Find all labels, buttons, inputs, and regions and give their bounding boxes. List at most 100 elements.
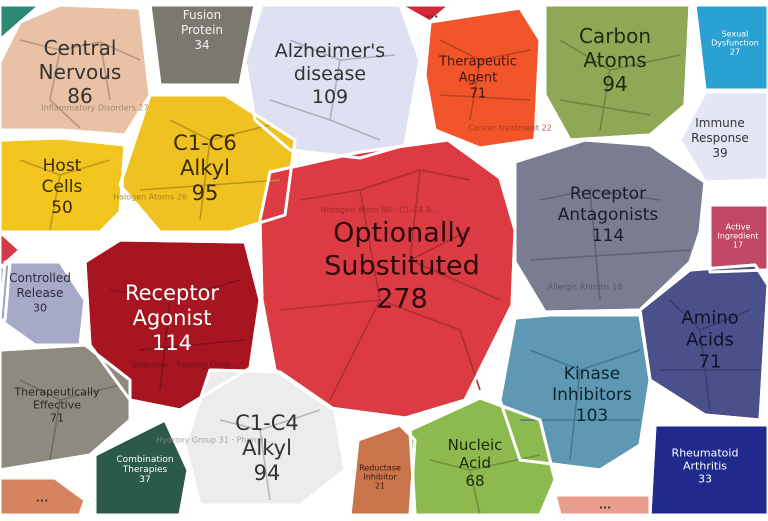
cell-outline: [0, 260, 12, 322]
subcell-border: [299, 169, 471, 201]
cell-label: disease: [294, 63, 366, 85]
cell-label: ...: [36, 492, 49, 505]
cell-count: 94: [602, 72, 627, 96]
cell-label: Arthritis: [683, 460, 727, 473]
cell-outline: [0, 343, 132, 472]
cell-label: Substituted: [324, 251, 480, 282]
cell-label: Alkyl: [180, 156, 230, 180]
cell-outline: [0, 476, 87, 517]
cell-outline: [543, 3, 692, 142]
cell-label: ...: [426, 8, 439, 21]
cell-label: Antagonists: [558, 205, 659, 225]
cell-label: Cells: [42, 177, 83, 197]
cell-label: Kinase: [564, 364, 620, 384]
cell-label: Protein: [181, 23, 223, 37]
cell-outline: [83, 238, 262, 412]
subcell-border: [559, 99, 651, 116]
cell-count: 109: [312, 86, 348, 108]
cell-sublabel: Nitrogen Atom 80 · C1-C4 A…: [321, 206, 440, 215]
cell-label: Carbon: [579, 24, 651, 48]
cell-outline: [693, 3, 768, 92]
cell-label: Therapeutically: [13, 386, 100, 399]
cell-sublabel: Allergic Rhinitis 18: [548, 283, 623, 292]
subcell-border: [139, 179, 281, 191]
cell-outline: [553, 493, 652, 517]
subcell-border: [529, 249, 691, 261]
cell-label: Agonist: [133, 306, 212, 330]
cell-label: Atoms: [583, 48, 646, 72]
subcell-border: [199, 139, 211, 221]
subcell-border: [279, 299, 481, 391]
subcell-border: [269, 99, 331, 121]
cell-label: Dysfunction: [711, 39, 759, 48]
cell-outline: [93, 418, 190, 517]
cell-label: Immune: [695, 116, 745, 130]
cell-label: Fusion: [183, 8, 221, 22]
cell-outline: [0, 136, 127, 234]
cell-label: C1-C6: [173, 131, 237, 155]
cell-sublabel: Halogen Atoms 26: [113, 193, 187, 202]
cell-label: Optionally: [333, 218, 471, 249]
cell-label: Acids: [686, 330, 734, 351]
cell-count: 68: [465, 472, 484, 490]
cell-count: 50: [51, 198, 73, 218]
subcell-border: [439, 94, 531, 101]
subcell-border: [49, 49, 81, 129]
cell-label: Sexual: [722, 30, 749, 39]
cell-label: Nucleic: [448, 436, 503, 454]
cell-count: 71: [699, 352, 722, 373]
cell-label: Rheumatoid: [672, 447, 739, 460]
cell-count: 27: [730, 48, 740, 57]
cell-label: Controlled: [9, 271, 71, 285]
cell-count: 103: [576, 406, 608, 426]
cell-label: ...: [599, 499, 612, 512]
cell-label: Amino: [681, 308, 738, 329]
cell-count: 17: [733, 241, 743, 250]
cell-outline: [398, 3, 452, 24]
cell-outline: [708, 203, 768, 274]
cell-sublabel: Hydroxy Group 31 · Phenyl …: [156, 436, 274, 445]
cell-label: Therapies: [122, 465, 168, 475]
cell-outline: [513, 138, 707, 314]
subcell-border: [49, 174, 61, 231]
cell-outline: [498, 313, 652, 472]
cell-outline: [118, 93, 297, 234]
cell-label: Reductase: [359, 464, 401, 473]
cell-label: Alkyl: [242, 436, 292, 460]
cell-count: 278: [376, 284, 428, 315]
subcell-border: [259, 429, 271, 501]
cell-label: C1-C4: [235, 411, 299, 435]
cell-outline: [408, 396, 557, 517]
cell-count: 71: [470, 87, 487, 102]
subcell-border: [99, 41, 111, 101]
cell-count: 71: [50, 412, 64, 425]
cell-label: Host: [43, 156, 82, 176]
cell-count: 114: [592, 226, 624, 246]
cell-count: 34: [194, 38, 209, 52]
subcell-border: [599, 69, 611, 131]
cell-count: 95: [192, 181, 219, 205]
cell-label: Ingredient: [718, 232, 759, 241]
cell-label: Alzheimer's: [275, 40, 385, 62]
cell-count: 33: [698, 473, 712, 486]
subcell-border: [569, 369, 581, 461]
cell-label: Release: [17, 286, 64, 300]
cell-outline: [0, 3, 42, 42]
cell-count: 94: [254, 461, 281, 485]
cell-label: Inhibitor: [363, 473, 397, 482]
cell-label: Central: [44, 36, 117, 60]
cell-count: 21: [375, 482, 385, 491]
cell-label: Therapeutic: [438, 55, 517, 70]
cell-count: 86: [67, 84, 92, 108]
cell-outline: [148, 3, 257, 87]
cell-label: Acid: [459, 454, 491, 472]
cell-outline: [678, 90, 768, 184]
cell-count: 114: [152, 331, 192, 355]
cell-label: Response: [691, 131, 749, 145]
subcell-border: [469, 59, 481, 121]
subcell-border: [469, 469, 481, 516]
cell-outline: [243, 3, 422, 160]
cell-outline: [638, 263, 768, 422]
cell-label: Inhibitors: [552, 385, 632, 405]
